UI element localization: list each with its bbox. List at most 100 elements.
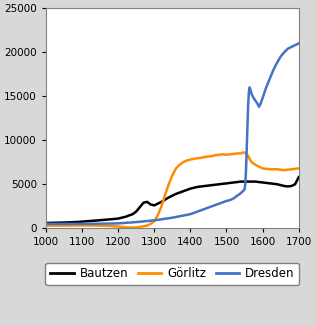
Dresden (264, 85, 268, 89)
Bautzen (109, 217, 113, 221)
Bautzen (145, 200, 149, 204)
Line: Dresden: Dresden (46, 43, 299, 224)
Bautzen (264, 181, 268, 185)
Bautzen (94, 218, 98, 222)
Bautzen (271, 182, 275, 186)
Bautzen (210, 183, 214, 187)
Bautzen (102, 218, 106, 222)
Dresden (244, 169, 248, 173)
Görlitz (109, 224, 113, 228)
Bautzen (51, 221, 55, 225)
Bautzen (293, 182, 297, 186)
Dresden (247, 90, 251, 94)
Dresden (255, 101, 259, 105)
Line: Görlitz: Görlitz (46, 153, 299, 228)
Dresden (289, 45, 293, 49)
Dresden (241, 189, 245, 193)
Dresden (246, 103, 250, 107)
Görlitz (207, 155, 210, 158)
Dresden (248, 87, 252, 91)
Görlitz (228, 152, 232, 156)
Bautzen (44, 221, 48, 225)
Bautzen (58, 221, 62, 225)
Bautzen (268, 181, 272, 185)
Bautzen (243, 180, 246, 184)
Görlitz (241, 151, 245, 155)
Bautzen (297, 175, 301, 179)
Line: Bautzen: Bautzen (46, 177, 299, 223)
Bautzen (196, 185, 199, 189)
Dresden (293, 43, 297, 47)
Bautzen (181, 189, 185, 193)
Dresden (152, 218, 156, 222)
Dresden (44, 222, 48, 226)
Dresden (271, 68, 275, 72)
Görlitz (297, 167, 301, 170)
Bautzen (279, 183, 283, 187)
Bautzen (253, 180, 257, 184)
Bautzen (246, 180, 250, 184)
Legend: Bautzen, Görlitz, Dresden: Bautzen, Görlitz, Dresden (45, 263, 299, 285)
Bautzen (217, 182, 221, 186)
Dresden (80, 222, 84, 226)
Dresden (249, 90, 253, 94)
Bautzen (116, 216, 120, 220)
Dresden (116, 221, 120, 225)
Dresden (62, 222, 66, 226)
Dresden (235, 194, 239, 198)
Dresden (252, 96, 255, 100)
Bautzen (250, 180, 254, 184)
Bautzen (142, 201, 145, 205)
Dresden (297, 41, 301, 45)
Dresden (210, 204, 214, 208)
Dresden (228, 198, 232, 202)
Bautzen (232, 181, 236, 185)
Görlitz (221, 152, 225, 156)
Bautzen (167, 196, 171, 200)
Görlitz (131, 226, 135, 230)
Bautzen (286, 185, 290, 188)
Dresden (246, 125, 249, 129)
Bautzen (261, 181, 264, 185)
Dresden (243, 182, 247, 186)
Dresden (257, 105, 261, 109)
Bautzen (275, 182, 279, 186)
Bautzen (283, 184, 286, 188)
Dresden (243, 187, 246, 191)
Dresden (188, 212, 192, 216)
Dresden (98, 222, 102, 226)
Dresden (283, 50, 286, 54)
Dresden (170, 216, 174, 220)
Dresden (286, 47, 290, 51)
Dresden (250, 93, 254, 96)
Dresden (253, 99, 257, 103)
Bautzen (160, 200, 163, 204)
Bautzen (203, 184, 207, 188)
Bautzen (225, 181, 228, 185)
Dresden (239, 191, 243, 195)
Dresden (134, 220, 138, 224)
Bautzen (80, 220, 84, 224)
Bautzen (152, 203, 156, 207)
Bautzen (138, 205, 142, 209)
Bautzen (289, 184, 293, 188)
Bautzen (257, 180, 261, 184)
Dresden (245, 147, 249, 151)
Dresden (232, 196, 236, 200)
Bautzen (73, 220, 77, 224)
Bautzen (188, 187, 192, 191)
Görlitz (44, 224, 48, 228)
Bautzen (124, 215, 127, 219)
Dresden (225, 199, 228, 203)
Dresden (203, 207, 207, 211)
Bautzen (239, 180, 243, 184)
Bautzen (149, 202, 153, 206)
Bautzen (174, 192, 178, 196)
Dresden (268, 77, 272, 81)
Dresden (248, 85, 252, 89)
Dresden (279, 55, 283, 59)
Dresden (217, 202, 221, 206)
Bautzen (131, 212, 135, 216)
Dresden (259, 101, 263, 105)
Bautzen (88, 219, 91, 223)
